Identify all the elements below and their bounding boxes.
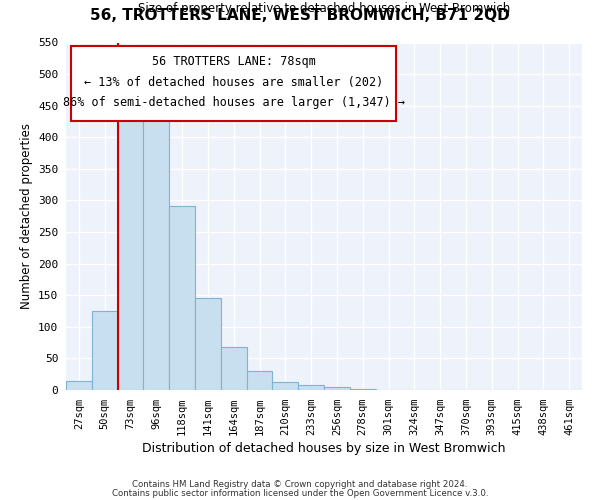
Title: Size of property relative to detached houses in West Bromwich: Size of property relative to detached ho…	[138, 2, 510, 15]
Bar	[118, 114, 143, 390]
Bar	[195, 298, 221, 390]
Bar	[143, 120, 169, 390]
Text: Contains public sector information licensed under the Open Government Licence v.: Contains public sector information licen…	[112, 488, 488, 498]
Text: Contains HM Land Registry data © Crown copyright and database right 2024.: Contains HM Land Registry data © Crown c…	[132, 480, 468, 489]
Bar	[298, 385, 324, 390]
Bar	[221, 347, 247, 390]
Y-axis label: Number of detached properties: Number of detached properties	[20, 123, 32, 309]
Text: 56 TROTTERS LANE: 78sqm: 56 TROTTERS LANE: 78sqm	[152, 54, 316, 68]
FancyBboxPatch shape	[71, 46, 396, 120]
Text: 56, TROTTERS LANE, WEST BROMWICH, B71 2QD: 56, TROTTERS LANE, WEST BROMWICH, B71 2Q…	[90, 8, 510, 22]
Bar	[324, 387, 350, 390]
X-axis label: Distribution of detached houses by size in West Bromwich: Distribution of detached houses by size …	[142, 442, 506, 455]
Bar	[169, 206, 195, 390]
Text: ← 13% of detached houses are smaller (202): ← 13% of detached houses are smaller (20…	[84, 76, 383, 88]
Bar	[247, 371, 272, 390]
Text: 86% of semi-detached houses are larger (1,347) →: 86% of semi-detached houses are larger (…	[63, 96, 405, 110]
Bar	[92, 311, 118, 390]
Bar	[272, 382, 298, 390]
Bar	[66, 380, 92, 390]
